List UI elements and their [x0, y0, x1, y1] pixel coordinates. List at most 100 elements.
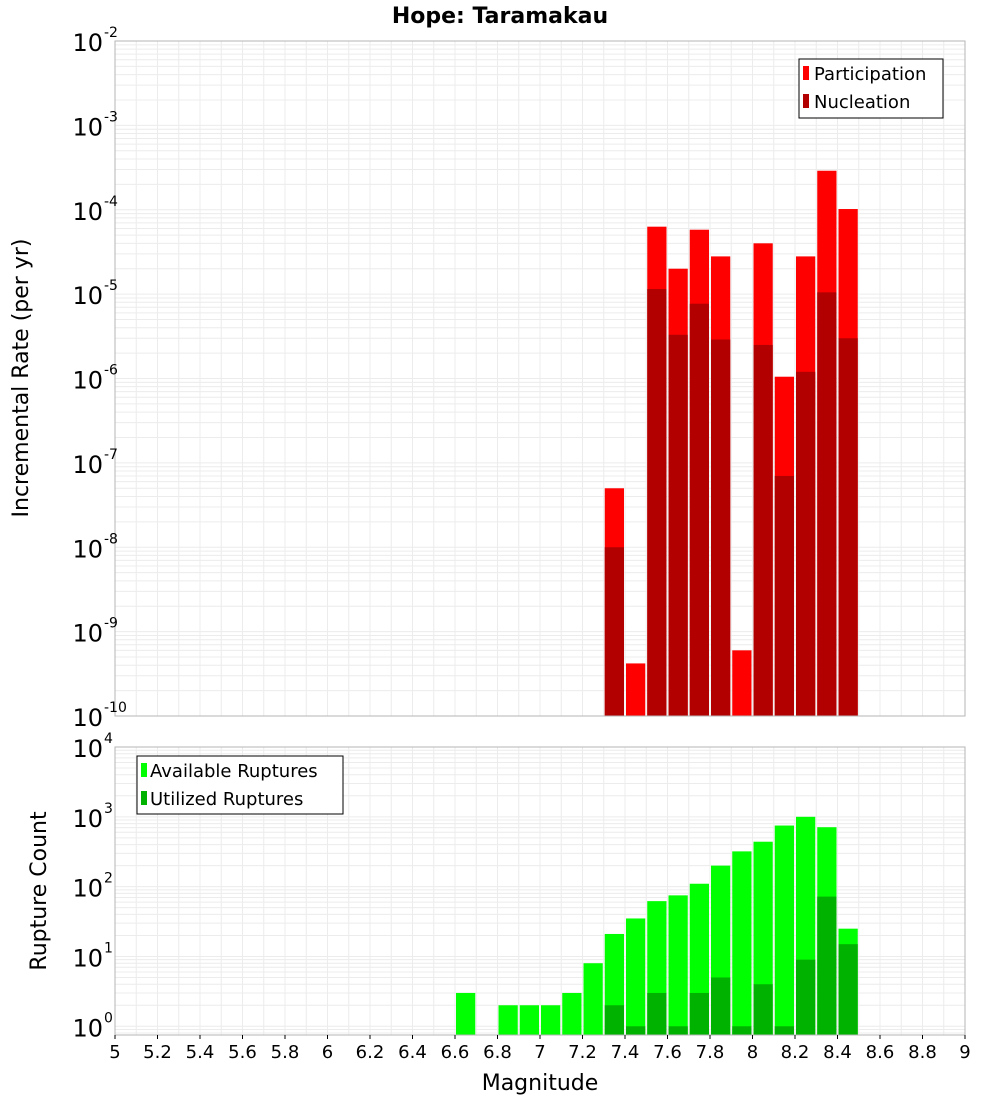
available-bar — [498, 1005, 518, 1035]
x-tick-label: 5.4 — [186, 1042, 215, 1063]
nucleation-bar — [796, 371, 816, 716]
participation-bar — [626, 663, 646, 716]
nucleation-bar — [753, 344, 773, 716]
top-legend-box — [798, 58, 944, 119]
y-tick-label: 10 -3 — [72, 109, 118, 141]
legend-swatch-utilized — [141, 791, 147, 805]
legend-label-available: Available Ruptures — [150, 761, 318, 782]
nucleation-bar — [817, 292, 837, 716]
y-tick-label: 10 2 — [72, 871, 112, 903]
y-tick-exponent: -3 — [104, 109, 118, 125]
y-tick-base: 10 — [72, 535, 103, 563]
utilized-bar — [647, 992, 667, 1035]
legend-swatch-nucleation — [803, 94, 809, 108]
y-tick-exponent: -8 — [104, 531, 118, 547]
y-tick-label: 10 1 — [72, 940, 112, 972]
legend-label-utilized: Utilized Ruptures — [150, 789, 303, 810]
available-bar — [519, 1005, 539, 1035]
available-bar — [626, 918, 646, 1035]
utilized-bar — [796, 959, 816, 1035]
utilized-bar — [689, 992, 709, 1035]
nucleation-bar — [838, 338, 858, 716]
available-bar — [562, 992, 582, 1035]
utilized-bar — [668, 1026, 688, 1035]
y-tick-exponent: -10 — [104, 700, 127, 716]
x-tick-label: 6.2 — [356, 1042, 385, 1063]
utilized-bar — [604, 1005, 624, 1035]
legend-label-participation: Participation — [814, 64, 926, 85]
y-tick-base: 10 — [72, 282, 103, 310]
y-tick-label: 10 -5 — [72, 278, 118, 310]
y-tick-base: 10 — [72, 704, 103, 732]
y-tick-base: 10 — [72, 198, 103, 226]
x-tick-label: 9 — [959, 1042, 970, 1063]
x-tick-label: 8.8 — [908, 1042, 937, 1063]
top-y-axis-label: Incremental Rate (per yr) — [9, 239, 34, 518]
y-tick-label: 10 -2 — [72, 25, 118, 57]
available-bar — [541, 1005, 561, 1035]
bottom-legend-box — [136, 755, 344, 815]
y-tick-exponent: -9 — [104, 616, 118, 632]
chart-title: Hope: Taramakau — [392, 4, 608, 29]
y-tick-exponent: 3 — [104, 801, 113, 817]
utilized-bar — [753, 984, 773, 1035]
participation-bar — [732, 650, 752, 716]
legend-swatch-available — [141, 763, 147, 777]
nucleation-bars — [604, 289, 858, 716]
bottom-legend: Available Ruptures Utilized Ruptures — [136, 755, 344, 815]
y-tick-base: 10 — [72, 113, 103, 141]
legend-label-nucleation: Nucleation — [814, 92, 910, 113]
y-tick-base: 10 — [72, 735, 103, 763]
y-tick-label: 10 -8 — [72, 531, 118, 563]
x-tick-label: 8.6 — [866, 1042, 895, 1063]
x-tick-label: 6.4 — [398, 1042, 427, 1063]
available-bar — [583, 963, 603, 1035]
top-grid — [114, 40, 966, 717]
x-tick-label: 7.8 — [696, 1042, 725, 1063]
x-tick-label: 6.8 — [483, 1042, 512, 1063]
y-tick-label: 10 4 — [72, 731, 113, 763]
y-tick-base: 10 — [72, 451, 103, 479]
y-tick-exponent: 0 — [104, 1010, 113, 1026]
y-tick-exponent: 2 — [104, 871, 113, 887]
y-tick-base: 10 — [72, 944, 103, 972]
bottom-x-ticks: 5 5.2 5.4 5.6 5.8 6 6.2 6.4 6.6 6.8 7 7.2 7.4 7.6 7.8 8… — [109, 1035, 971, 1063]
nucleation-bar — [774, 475, 794, 716]
y-tick-label: 10 -10 — [72, 700, 126, 732]
nucleation-bar — [604, 547, 624, 716]
nucleation-bar — [647, 289, 667, 716]
y-tick-label: 10 -7 — [72, 447, 118, 479]
utilized-bar — [711, 977, 731, 1035]
x-tick-label: 7.6 — [653, 1042, 682, 1063]
legend-swatch-participation — [803, 66, 809, 80]
y-tick-base: 10 — [72, 805, 103, 833]
top-plot-frame — [114, 40, 966, 717]
nucleation-bar — [668, 334, 688, 716]
x-tick-label: 8.2 — [781, 1042, 810, 1063]
y-tick-label: 10 0 — [72, 1010, 112, 1042]
utilized-bar — [817, 896, 837, 1035]
y-tick-exponent: 4 — [104, 731, 113, 747]
y-tick-exponent: 1 — [104, 940, 113, 956]
x-axis-label: Magnitude — [482, 1071, 599, 1096]
y-tick-exponent: -4 — [104, 194, 118, 210]
y-tick-base: 10 — [72, 1014, 103, 1042]
x-tick-label: 7 — [534, 1042, 545, 1063]
x-tick-label: 5 — [109, 1042, 120, 1063]
y-tick-base: 10 — [72, 29, 103, 57]
x-tick-label: 5.2 — [143, 1042, 172, 1063]
top-legend: Participation Nucleation — [798, 58, 944, 119]
y-tick-base: 10 — [72, 367, 103, 395]
x-tick-label: 6 — [322, 1042, 333, 1063]
utilized-bars — [604, 896, 858, 1035]
available-bar — [668, 895, 688, 1035]
x-tick-label: 8.4 — [823, 1042, 852, 1063]
y-tick-exponent: -6 — [104, 363, 118, 379]
y-tick-label: 10 -6 — [72, 363, 118, 395]
x-tick-label: 5.6 — [228, 1042, 257, 1063]
